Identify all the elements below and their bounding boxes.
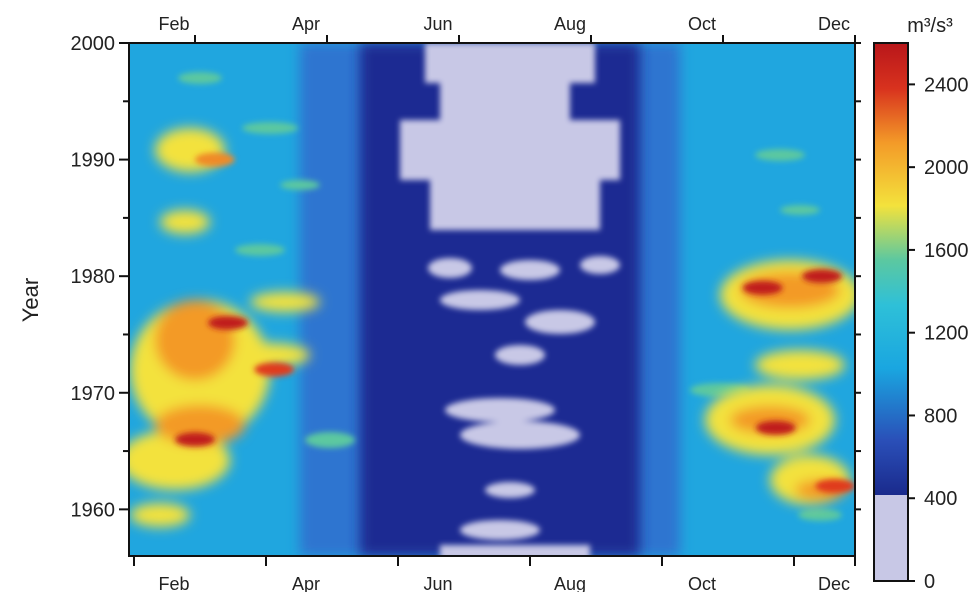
colorbar-unit: m³/s³ <box>907 15 953 37</box>
x-bottom-tick-label: Dec <box>818 574 850 592</box>
colorbar-ticks: 0 400 800 1200 1600 2000 2400 <box>908 74 969 592</box>
x-bottom-tick-label: Oct <box>688 574 716 592</box>
x-top-tick-label: Dec <box>818 14 850 34</box>
colorbar-tick-label: 800 <box>924 405 957 427</box>
y-axis-right-ticks <box>854 42 861 511</box>
colorbar-min-block <box>874 495 908 581</box>
x-top-tick-label: Feb <box>158 14 189 34</box>
x-top-tick-label: Oct <box>688 14 716 34</box>
colorbar: m³/s³ 0 400 800 1200 1600 2000 2400 <box>873 15 969 592</box>
colorbar-gradient <box>874 43 908 495</box>
heatmap-streaks <box>178 72 842 521</box>
x-bottom-tick-label: Aug <box>554 574 586 592</box>
hotspot <box>815 479 855 494</box>
hotspot <box>254 362 295 377</box>
colorbar-tick-label: 1600 <box>924 240 969 262</box>
y-tick-label: 2000 <box>71 33 116 55</box>
x-bottom-tick-label: Jun <box>423 574 452 592</box>
colorbar-tick-label: 1200 <box>924 323 969 345</box>
colorbar-frame <box>873 42 909 582</box>
colorbar-tick-label: 2400 <box>924 74 969 96</box>
hotspot <box>755 420 796 435</box>
x-axis-bottom: Feb Apr Jun Aug Oct Dec <box>133 555 856 592</box>
colorbar-tick-label: 400 <box>924 488 957 510</box>
x-bottom-tick-label: Apr <box>292 574 320 592</box>
heatmap-low-region <box>400 43 620 556</box>
colorbar-tick-label: 0 <box>924 571 935 592</box>
hotspot <box>802 269 842 284</box>
hotspot <box>175 432 215 447</box>
y-axis-label: Year <box>18 278 43 322</box>
x-top-tick-label: Apr <box>292 14 320 34</box>
x-axis-top: Feb Apr Jun Aug Oct Dec <box>158 14 856 44</box>
x-top-tick-label: Aug <box>554 14 586 34</box>
hotspot-layer <box>175 152 855 494</box>
hotspot <box>208 315 248 330</box>
colorbar-tick-label: 2000 <box>924 157 969 179</box>
y-tick-label: 1990 <box>71 150 116 172</box>
plot-frame <box>128 42 856 557</box>
y-tick-label: 1970 <box>71 383 116 405</box>
hotspot <box>742 280 783 295</box>
y-tick-label: 1960 <box>71 499 116 521</box>
x-bottom-tick-label: Feb <box>158 574 189 592</box>
heatmap-area <box>129 43 855 556</box>
y-tick-label: 1980 <box>71 266 116 288</box>
x-top-tick-label: Jun <box>423 14 452 34</box>
hotspot <box>194 152 235 167</box>
y-axis-left: 1960 1970 1980 1990 2000 <box>71 33 130 521</box>
